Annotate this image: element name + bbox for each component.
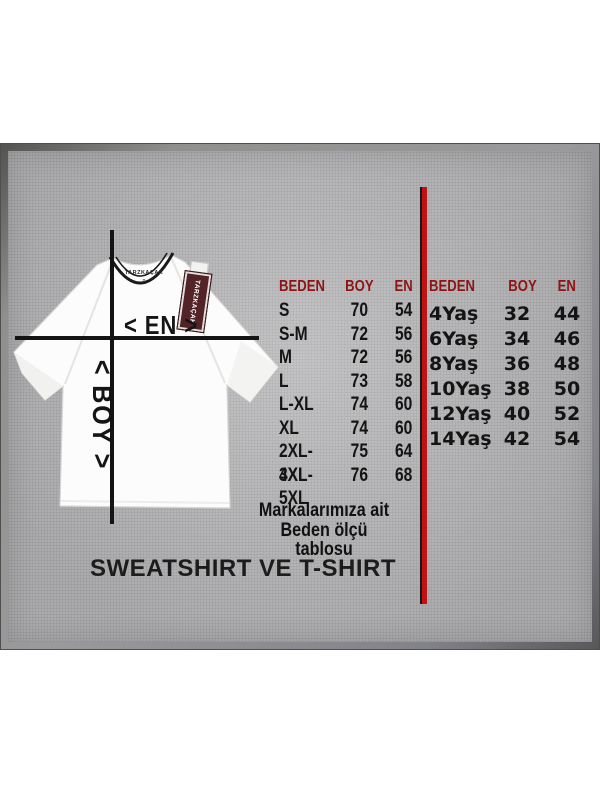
table-row: L-XL 74 60 bbox=[279, 393, 459, 417]
cell-boy: 74 bbox=[350, 394, 369, 415]
caption-line-1: Markalarımıza ait bbox=[258, 500, 390, 521]
size-table-caption: Markalarımıza ait Beden ölçü tablosu bbox=[253, 501, 394, 560]
cell-boy: 40 bbox=[503, 403, 531, 425]
tshirt-raglan-seam-left bbox=[64, 259, 114, 385]
cell-boy: 38 bbox=[503, 378, 531, 400]
cell-en: 54 bbox=[553, 428, 581, 450]
cell-size: 10Yaş bbox=[429, 378, 492, 400]
cell-boy: 72 bbox=[350, 323, 369, 345]
cell-boy: 42 bbox=[503, 428, 531, 450]
cell-size: L-XL bbox=[279, 394, 314, 415]
cell-en: 48 bbox=[553, 353, 581, 375]
cell-size: M bbox=[279, 347, 292, 368]
cell-en: 56 bbox=[394, 347, 413, 368]
cell-size: S bbox=[279, 300, 290, 321]
cell-size: 2XL-3XL bbox=[279, 441, 313, 486]
header-cell-boy: BOY bbox=[345, 278, 374, 295]
cell-en: 58 bbox=[394, 370, 413, 392]
adult-table-body: S 70 54 S-M 72 56 M 72 56 L 73 58 bbox=[279, 299, 459, 510]
product-photo-frame: TARZKAÇAK S TARZKAÇAK < EN > < BOY > BED… bbox=[0, 143, 600, 650]
cell-en: 56 bbox=[394, 323, 413, 345]
tshirt-sleeve-shade-left bbox=[14, 352, 63, 400]
table-row: S 70 54 bbox=[279, 299, 459, 323]
cell-size: S-M bbox=[279, 323, 308, 345]
height-measure-line bbox=[110, 230, 114, 524]
caption-line-2: Beden ölçü tablosu bbox=[280, 519, 368, 560]
header-cell-en: EN bbox=[394, 278, 413, 295]
cell-size: 14Yaş bbox=[429, 428, 492, 450]
cell-size: 8Yaş bbox=[429, 353, 479, 375]
cell-en: 52 bbox=[553, 403, 581, 425]
tshirt-collar-outer bbox=[108, 252, 175, 285]
cell-boy: 34 bbox=[503, 328, 531, 350]
cell-en: 60 bbox=[394, 417, 413, 439]
header-cell-beden: BEDEN bbox=[429, 278, 475, 295]
collar-size-label: S bbox=[142, 278, 146, 283]
product-title: SWEATSHIRT VE T-SHIRT bbox=[89, 555, 397, 582]
cell-en: 64 bbox=[394, 441, 413, 462]
cell-boy: 76 bbox=[350, 464, 369, 486]
tshirt-graphic bbox=[13, 252, 279, 509]
cell-boy: 70 bbox=[350, 300, 369, 321]
cell-en: 44 bbox=[553, 303, 581, 325]
table-row: 2XL-3XL 75 64 bbox=[279, 440, 459, 486]
table-row: 14Yaş 42 54 bbox=[429, 427, 599, 452]
width-measure-line bbox=[15, 336, 259, 340]
cell-boy: 75 bbox=[350, 441, 369, 462]
cell-boy: 72 bbox=[350, 347, 369, 368]
red-divider-line bbox=[420, 187, 427, 604]
collar-brand-label: TARZKAÇAK bbox=[124, 270, 164, 276]
table-row: 10Yaş 38 50 bbox=[429, 377, 599, 402]
cell-boy: 36 bbox=[503, 353, 531, 375]
cell-en: 46 bbox=[553, 328, 581, 350]
photo-background bbox=[8, 151, 592, 642]
header-cell-beden: BEDEN bbox=[279, 278, 325, 295]
cell-size: XL bbox=[279, 417, 299, 439]
cell-boy: 73 bbox=[350, 370, 369, 392]
tshirt-body bbox=[13, 254, 279, 509]
cell-size: 12Yaş bbox=[429, 403, 492, 425]
cell-size: 6Yaş bbox=[429, 328, 479, 350]
table-row: XL 74 60 bbox=[279, 417, 459, 441]
tshirt-sleeve-shade-right bbox=[227, 341, 278, 402]
cell-en: 50 bbox=[553, 378, 581, 400]
table-row: 4XL-5XL 76 68 bbox=[279, 464, 459, 510]
header-cell-en: EN bbox=[557, 278, 576, 295]
kids-size-table: BEDEN BOY EN 4Yaş 32 44 6Yaş 34 46 8Yaş … bbox=[429, 278, 600, 450]
table-row: L 73 58 bbox=[279, 370, 459, 394]
cell-boy: 74 bbox=[350, 417, 369, 439]
cell-size: 4XL-5XL bbox=[279, 464, 313, 510]
cell-en: 54 bbox=[394, 300, 413, 321]
cell-size: L bbox=[279, 370, 289, 392]
width-label: < EN > bbox=[124, 310, 198, 340]
table-row: 6Yaş 34 46 bbox=[429, 327, 599, 352]
tshirt-hem-line bbox=[60, 500, 230, 504]
kids-table-header: BEDEN BOY EN bbox=[429, 278, 593, 296]
table-row: 8Yaş 36 48 bbox=[429, 352, 599, 377]
adult-table-header: BEDEN BOY EN bbox=[279, 278, 431, 296]
table-row: 12Yaş 40 52 bbox=[429, 402, 599, 427]
kids-table-body: 4Yaş 32 44 6Yaş 34 46 8Yaş 36 48 10Yaş 3… bbox=[429, 302, 599, 452]
table-row: M 72 56 bbox=[279, 346, 459, 370]
cell-en: 68 bbox=[394, 464, 413, 486]
table-row: S-M 72 56 bbox=[279, 323, 459, 347]
height-label: < BOY > bbox=[87, 359, 118, 471]
table-row: 4Yaş 32 44 bbox=[429, 302, 599, 327]
cell-en: 60 bbox=[394, 394, 413, 415]
cell-boy: 32 bbox=[503, 303, 531, 325]
adult-size-table: BEDEN BOY EN S 70 54 S-M 72 56 M 72 bbox=[279, 278, 464, 509]
header-cell-boy: BOY bbox=[508, 278, 537, 295]
cell-size: 4Yaş bbox=[429, 303, 479, 325]
tshirt-collar-inner bbox=[115, 252, 168, 277]
